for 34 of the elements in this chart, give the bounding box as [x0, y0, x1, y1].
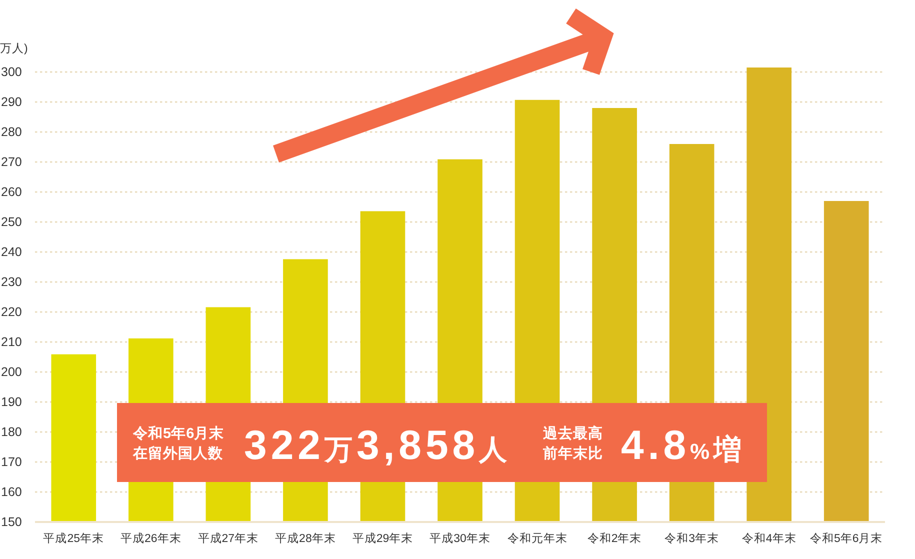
y-tick-label: 170 — [1, 455, 22, 469]
y-tick-label: 150 — [1, 515, 22, 529]
y-tick-label: 200 — [1, 365, 22, 379]
y-tick-label: 280 — [1, 125, 22, 139]
y-tick-label: 240 — [1, 245, 22, 259]
y-tick-label: 160 — [1, 485, 22, 499]
text: 322万3,858人 — [244, 422, 512, 468]
y-tick-label: 260 — [1, 185, 22, 199]
annotation: 前年末比 — [542, 445, 603, 462]
x-tick-label: 令和3年末 — [664, 532, 720, 545]
y-tick-label: 270 — [1, 155, 22, 169]
annotation: 令和5年6月末 — [132, 425, 226, 442]
x-tick-label: 令和2年末 — [587, 532, 642, 545]
annotation: 4.8%増 — [621, 422, 746, 468]
annotation: 過去最高 — [542, 424, 603, 442]
x-tick-label: 平成26年末 — [120, 532, 182, 545]
x-tick-label: 平成29年末 — [352, 532, 414, 545]
x-tick-label: 平成25年末 — [43, 532, 104, 545]
x-tick-label: 令和4年末 — [742, 532, 796, 545]
x-tick-label: 令和5年6月末 — [810, 532, 883, 545]
y-tick-label: 230 — [1, 275, 22, 289]
y-tick-label: 290 — [1, 95, 22, 109]
y-tick-label: 220 — [1, 305, 22, 319]
x-tick-label: 平成27年末 — [198, 532, 259, 545]
y-tick-label: 190 — [1, 395, 22, 409]
x-tick-label: 平成28年末 — [275, 532, 336, 545]
annotation: 在留外国人数 — [132, 445, 224, 462]
y-axis-title: 万人) — [0, 42, 28, 55]
y-tick-label: 210 — [1, 335, 22, 349]
y-tick-label: 180 — [1, 425, 22, 439]
x-tick-label: 令和元年末 — [507, 532, 568, 545]
y-tick-label: 250 — [1, 215, 22, 229]
y-tick-label: 300 — [1, 65, 22, 79]
x-tick-label: 平成30年末 — [430, 532, 490, 545]
